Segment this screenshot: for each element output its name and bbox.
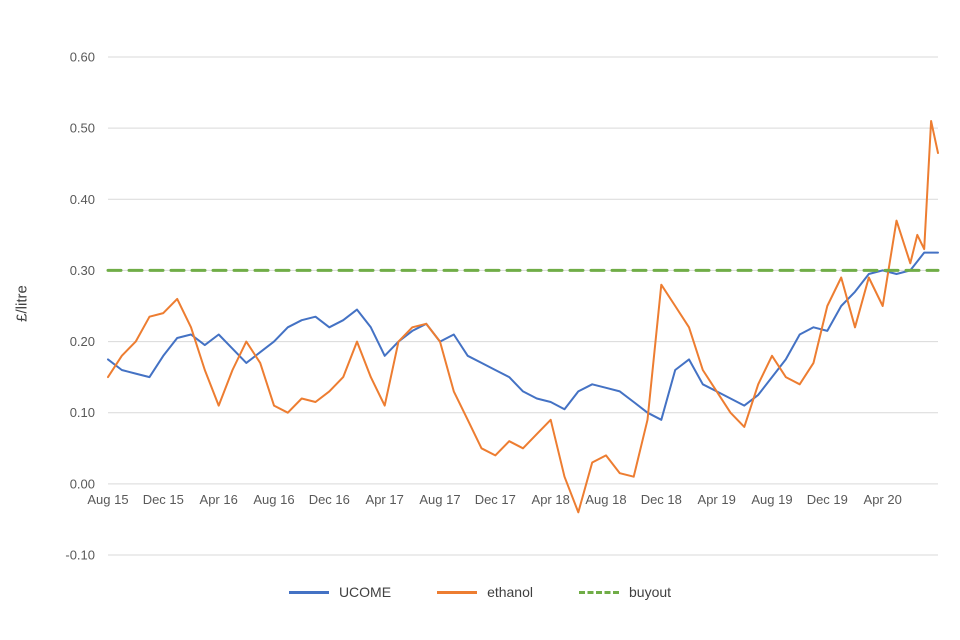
- svg-text:Dec 16: Dec 16: [309, 492, 350, 507]
- svg-text:Aug 15: Aug 15: [87, 492, 128, 507]
- svg-text:Dec 19: Dec 19: [807, 492, 848, 507]
- svg-text:0.60: 0.60: [70, 50, 95, 65]
- buyout-dashed-line-sample-icon: [579, 590, 619, 594]
- legend: UCOME ethanol buyout: [0, 584, 960, 600]
- legend-item-buyout: buyout: [579, 584, 671, 600]
- legend-label-ucome: UCOME: [338, 584, 392, 600]
- svg-text:0.00: 0.00: [70, 476, 95, 491]
- svg-text:Aug 18: Aug 18: [585, 492, 626, 507]
- svg-text:Dec 17: Dec 17: [475, 492, 516, 507]
- svg-text:Apr 19: Apr 19: [698, 492, 736, 507]
- ethanol-line-sample-icon: [437, 590, 478, 594]
- legend-item-ucome: UCOME: [288, 584, 392, 600]
- svg-text:0.20: 0.20: [70, 334, 95, 349]
- y-axis-title: £/litre: [13, 285, 31, 322]
- svg-text:Dec 15: Dec 15: [143, 492, 184, 507]
- svg-text:Apr 18: Apr 18: [532, 492, 570, 507]
- svg-text:Apr 17: Apr 17: [366, 492, 404, 507]
- svg-text:Aug 16: Aug 16: [253, 492, 294, 507]
- svg-text:0.10: 0.10: [70, 405, 95, 420]
- line-chart-plot-area: -0.10 0.00 0.10 0.20 0.30 0.40 0.50 0.60 Aug 15 D…: [65, 50, 940, 563]
- legend-label-buyout: buyout: [629, 584, 672, 600]
- legend-label-ethanol: ethanol: [487, 584, 533, 600]
- svg-text:Dec 18: Dec 18: [641, 492, 682, 507]
- svg-text:Apr 16: Apr 16: [200, 492, 238, 507]
- legend-item-ethanol: ethanol: [437, 584, 533, 600]
- svg-text:Aug 19: Aug 19: [751, 492, 792, 507]
- ucome-line-sample-icon: [288, 590, 329, 594]
- svg-text:0.30: 0.30: [70, 263, 95, 278]
- svg-text:0.40: 0.40: [70, 192, 95, 207]
- svg-text:-0.10: -0.10: [65, 548, 95, 563]
- svg-text:0.50: 0.50: [70, 121, 95, 136]
- svg-text:Aug 17: Aug 17: [419, 492, 460, 507]
- svg-text:Apr 20: Apr 20: [864, 492, 902, 507]
